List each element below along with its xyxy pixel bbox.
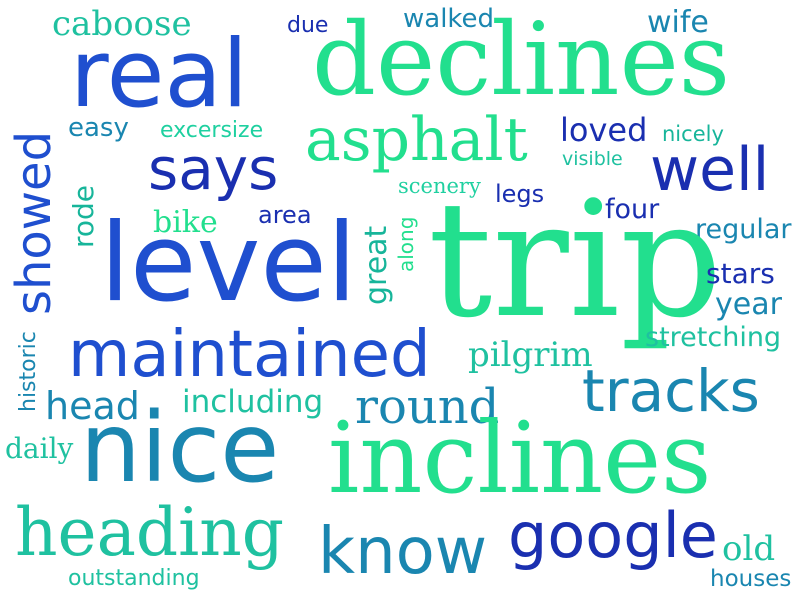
word-trip: trip (428, 166, 723, 353)
word-walked: walked (403, 4, 495, 34)
word-nicely: nicely (662, 122, 724, 146)
word-legs: legs (495, 180, 545, 208)
word-caboose: caboose (52, 4, 192, 44)
word-head: head (45, 384, 140, 428)
word-including: including (182, 384, 324, 420)
word-maintained: maintained (68, 318, 431, 392)
word-nice: nice (80, 392, 280, 504)
word-bike: bike (153, 205, 218, 240)
word-stars: stars (706, 257, 775, 290)
word-regular: regular (695, 214, 792, 245)
word-houses: houses (710, 566, 792, 592)
word-due: due (287, 13, 329, 38)
word-real: real (70, 20, 249, 129)
word-level: level (100, 201, 357, 326)
word-inclines: inclines (328, 402, 712, 516)
word-showed: showed (6, 130, 62, 315)
word-stretching: stretching (645, 322, 782, 353)
word-know: know (318, 515, 488, 589)
word-says: says (148, 135, 279, 203)
word-google: google (508, 499, 718, 572)
word-well: well (650, 135, 770, 205)
word-wife: wife (647, 5, 709, 40)
word-great: great (359, 225, 394, 305)
word-area: area (258, 201, 312, 229)
word-along: along (394, 216, 418, 272)
word-declines: declines (312, 1, 731, 118)
word-scenery: scenery (398, 174, 481, 198)
word-four: four (605, 194, 660, 225)
word-rode: rode (67, 184, 100, 248)
word-asphalt: asphalt (305, 105, 528, 175)
word-heading: heading (15, 494, 285, 571)
word-outstanding: outstanding (68, 566, 200, 591)
word-easy: easy (68, 113, 129, 143)
word-daily: daily (5, 432, 74, 465)
word-round: round (355, 379, 500, 435)
word-year: year (715, 287, 782, 322)
word-historic: historic (16, 331, 41, 412)
word-tracks: tracks (582, 357, 760, 425)
word-old: old (722, 529, 776, 569)
word-excersize: excersize (160, 118, 264, 143)
word-visible: visible (562, 148, 623, 170)
word-loved: loved (560, 111, 648, 149)
word-pilgrim: pilgrim (468, 335, 593, 375)
